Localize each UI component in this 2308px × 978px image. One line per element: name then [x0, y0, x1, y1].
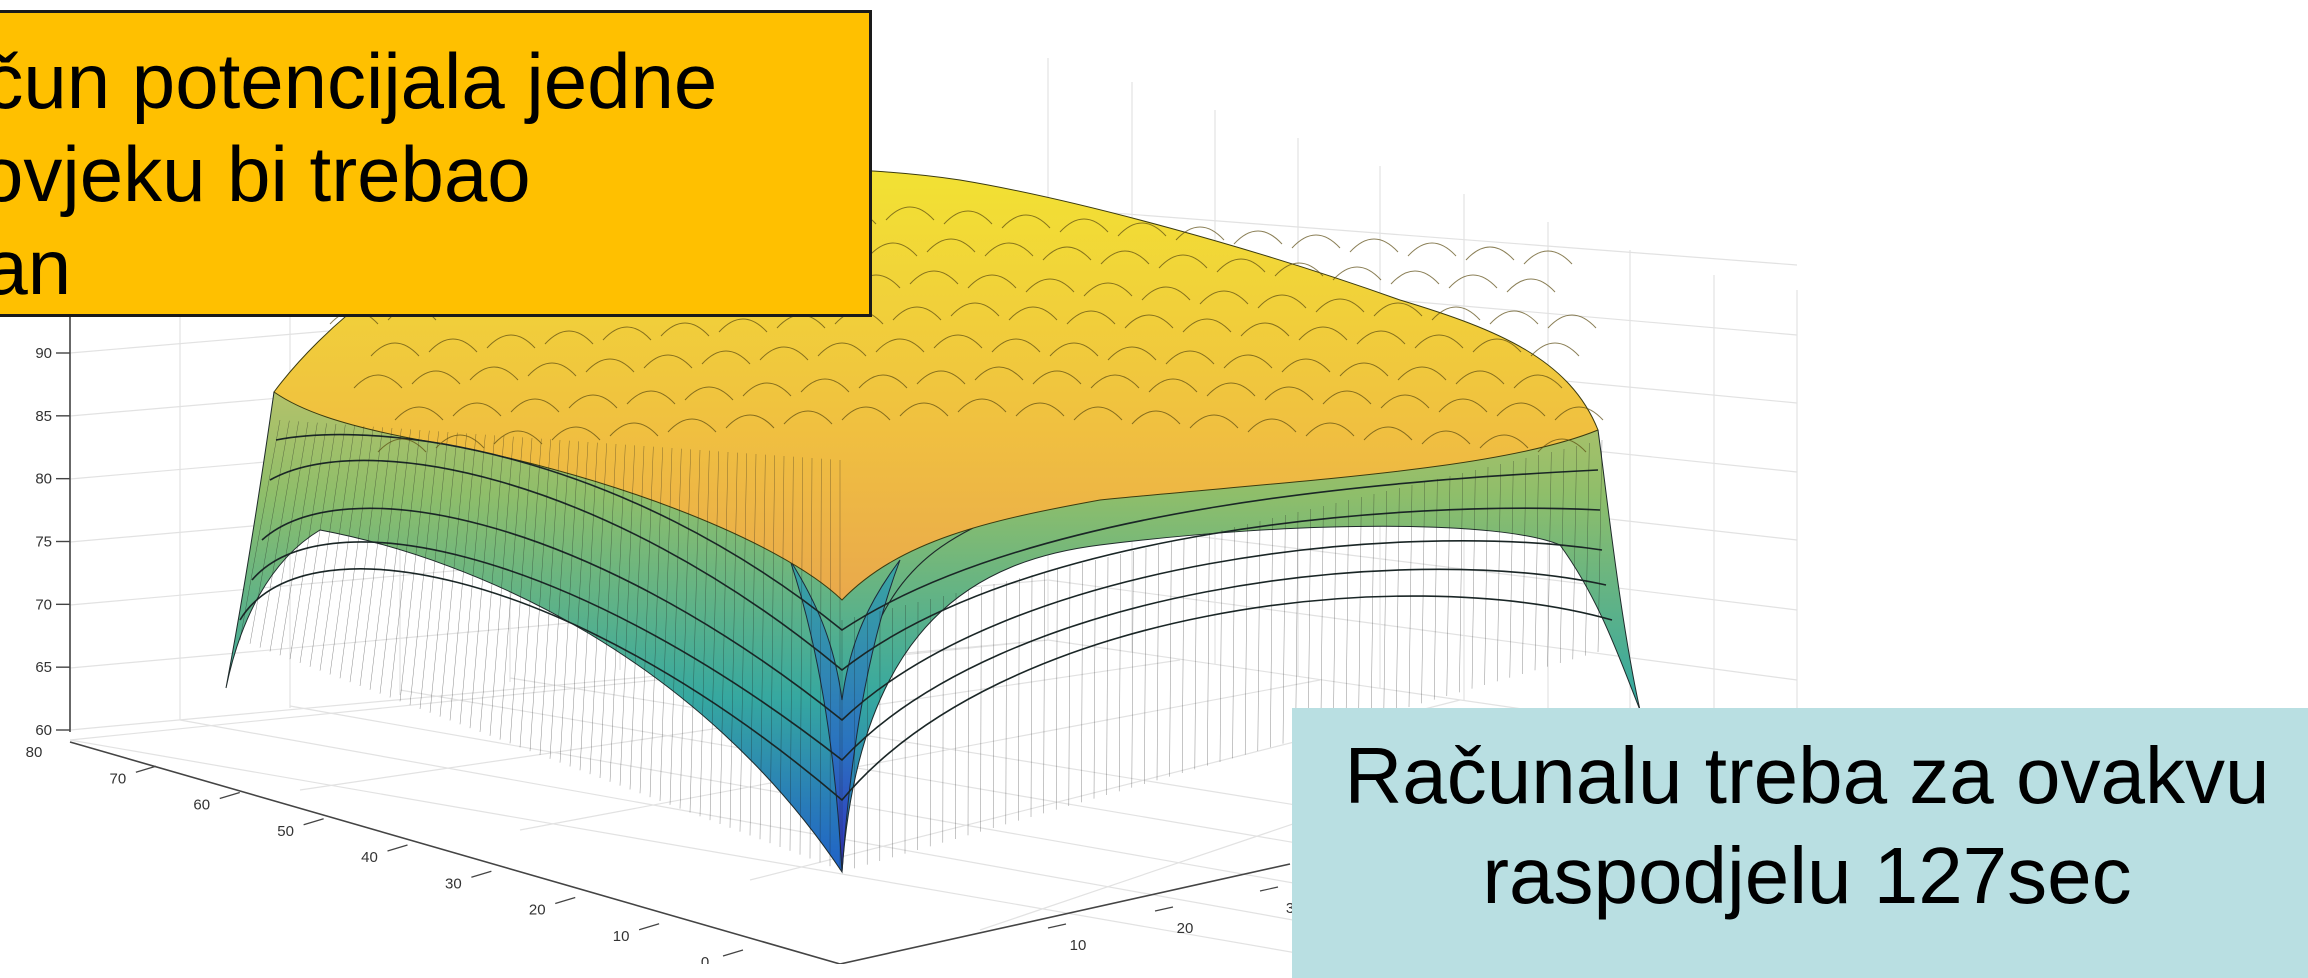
mesh-line — [1245, 524, 1247, 755]
x-tick-label: 10 — [1070, 937, 1087, 954]
top-callout-line-2: čovjeku bi trebao — [0, 128, 869, 221]
y-tick-mark — [304, 819, 324, 825]
x-tick-mark — [1260, 887, 1278, 891]
y-tick-mark — [723, 950, 743, 956]
plateau-bump — [1350, 239, 1398, 252]
mesh-line — [1270, 518, 1272, 747]
mesh-line — [1170, 542, 1172, 777]
z-tick-label: 70 — [35, 596, 52, 613]
mesh-line — [955, 593, 956, 839]
mesh-line — [1283, 515, 1285, 744]
y-tick-mark — [471, 871, 491, 877]
y-tick-label: 60 — [193, 797, 210, 814]
mesh-line — [1006, 581, 1007, 824]
mesh-line — [1107, 557, 1108, 795]
y-tick-label: 30 — [445, 875, 462, 892]
y-tick-mark — [555, 898, 575, 904]
mesh-line — [968, 590, 969, 835]
plateau-bump — [1490, 311, 1538, 324]
mesh-line — [1333, 503, 1336, 729]
plateau-bump — [1391, 271, 1439, 284]
y-tick-label: 40 — [361, 849, 378, 866]
y-tick-mark — [388, 845, 408, 851]
mesh-line — [981, 587, 982, 832]
mesh-line — [1081, 563, 1082, 802]
mesh-line — [943, 596, 944, 843]
y-tick-mark — [220, 793, 240, 799]
mesh-line — [1069, 566, 1070, 806]
bottom-callout-line-2: raspodjelu 127sec — [1292, 826, 2308, 926]
mesh-line — [1371, 494, 1374, 718]
mesh-line — [1308, 509, 1310, 736]
mesh-line — [1144, 548, 1146, 784]
plateau-bump — [1333, 267, 1381, 280]
top-callout: ačun potencijala jedne čovjeku bi trebao… — [0, 10, 872, 317]
plateau-bump — [1408, 243, 1456, 256]
mesh-line — [1220, 530, 1222, 762]
x-tick-mark — [1155, 907, 1173, 911]
mesh-line — [1346, 500, 1349, 725]
plateau-bump — [1466, 247, 1514, 260]
mesh-line — [1094, 560, 1095, 799]
z-tick-label: 65 — [35, 659, 52, 676]
mesh-line — [1195, 536, 1197, 769]
z-tick-label: 80 — [35, 471, 52, 488]
plateau-bump — [1292, 235, 1340, 248]
y-tick-mark — [136, 766, 156, 772]
mesh-line — [1018, 578, 1019, 821]
bottom-callout-line-1: Računalu treba za ovakvu — [1292, 726, 2308, 826]
z-axis-ticks: 60 65 70 75 80 85 90 — [35, 345, 70, 739]
mesh-line — [1359, 497, 1362, 722]
y-tick-label: 0 — [701, 954, 709, 964]
mesh-line — [1044, 572, 1045, 813]
z-tick-label: 75 — [35, 534, 52, 551]
top-callout-line-1: ačun potencijala jedne — [0, 35, 869, 128]
bottom-callout: Računalu treba za ovakvu raspodjelu 127s… — [1292, 708, 2308, 978]
z-tick-label: 60 — [35, 722, 52, 739]
top-callout-line-3: dan — [0, 221, 869, 314]
mesh-line — [1207, 533, 1209, 766]
y-tick-label: 10 — [613, 928, 630, 945]
y-tick-label: 50 — [277, 823, 294, 840]
y-tick-label: 20 — [529, 902, 546, 919]
plateau-bump — [1449, 275, 1497, 288]
mesh-line — [1182, 539, 1184, 773]
x-tick-mark — [1048, 924, 1066, 928]
z-tick-label: 90 — [35, 345, 52, 362]
plateau-bump — [1234, 231, 1282, 244]
y-tick-label: 70 — [110, 770, 127, 787]
x-tick-label: 20 — [1177, 920, 1194, 937]
y-tick-label: 80 — [26, 744, 43, 761]
z-tick-label: 85 — [35, 408, 52, 425]
y-tick-mark — [639, 924, 659, 930]
mesh-line — [1233, 527, 1235, 758]
mesh-line — [1056, 569, 1057, 810]
mesh-line — [1321, 506, 1324, 733]
plateau-bump — [1531, 343, 1579, 356]
